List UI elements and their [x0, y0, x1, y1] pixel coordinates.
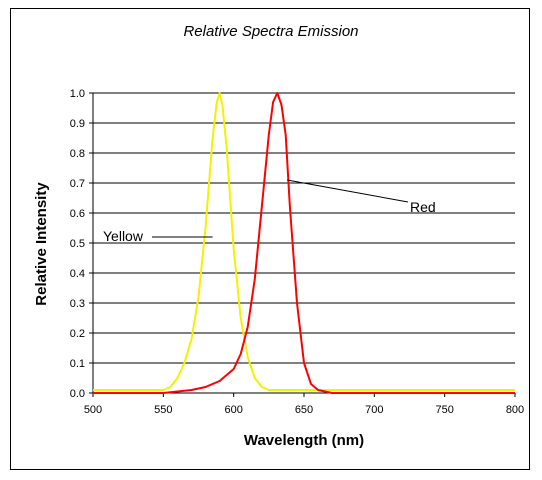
y-tick-label: 0.7 [70, 178, 85, 190]
annotations: Yellow Red [103, 179, 436, 244]
y-tick-label: 0.1 [70, 358, 85, 370]
series-line-yellow [93, 92, 515, 391]
series-line-red [93, 92, 515, 394]
red-leader-line [287, 179, 409, 203]
x-tick-label: 800 [506, 404, 524, 416]
y-tick-label: 0.4 [70, 268, 85, 280]
annotation-yellow: Yellow [103, 228, 144, 244]
y-tick-label: 0.8 [70, 148, 85, 160]
y-tick-label: 0.5 [70, 238, 85, 250]
y-tick-label: 1.0 [70, 88, 85, 100]
annotation-red: Red [410, 199, 436, 215]
y-tick-label: 0.3 [70, 298, 85, 310]
x-axis-label: Wavelength (nm) [244, 432, 364, 449]
chart-title: Relative Spectra Emission [183, 23, 358, 40]
y-tick-label: 0.0 [70, 388, 85, 400]
y-tick-label: 0.2 [70, 328, 85, 340]
axes: 0.0 0.1 0.2 0.3 0.4 0.5 0.6 0.7 0.8 0.9 1.0 500 550 6… [70, 88, 524, 416]
gridlines [93, 92, 515, 394]
x-tick-label: 550 [154, 404, 172, 416]
y-tick-label: 0.9 [70, 118, 85, 130]
x-tick-label: 750 [435, 404, 453, 416]
x-tick-label: 600 [224, 404, 242, 416]
x-tick-label: 650 [295, 404, 313, 416]
x-tick-label: 700 [365, 404, 383, 416]
y-tick-label: 0.6 [70, 208, 85, 220]
series-lines [93, 92, 515, 394]
y-axis-label: Relative Intensity [33, 182, 50, 306]
x-tick-label: 500 [84, 404, 102, 416]
